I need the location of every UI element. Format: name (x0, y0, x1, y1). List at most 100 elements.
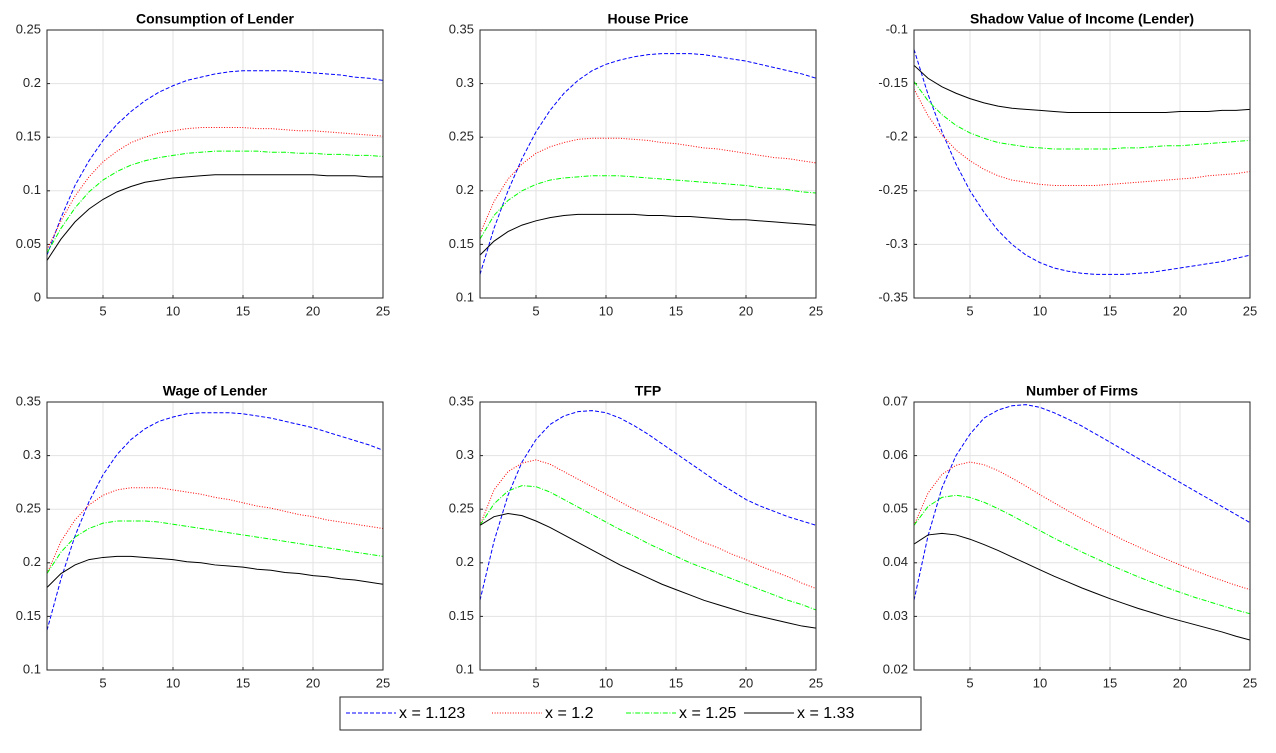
y-tick-label: -0.1 (886, 21, 908, 36)
axes-box (479, 29, 817, 299)
series-line (47, 174, 383, 261)
y-tick-label: 0.3 (456, 447, 474, 462)
title: Number of Firms (1026, 383, 1138, 399)
series-line (914, 404, 1250, 601)
y-tick-label: 0.05 (16, 236, 41, 251)
x-tick-label: 10 (599, 675, 613, 690)
series-line (914, 65, 1250, 114)
x-tick-label: 25 (1243, 303, 1257, 318)
y-tick-label: 0.35 (449, 393, 474, 408)
y-tick-label: -0.15 (878, 75, 908, 90)
y-tick-label: 0.15 (16, 129, 41, 144)
series-line (47, 150, 383, 254)
title: Shadow Value of Income (Lender) (970, 11, 1194, 27)
y-tick-label: 0.2 (23, 75, 41, 90)
subplot: 0 0.05 0.1 0.15 0.2 0.25 5 10 15 20 25 Consumption … (16, 11, 391, 319)
x-tick-label: 10 (1033, 675, 1047, 690)
x-tick-label: 15 (236, 303, 250, 318)
y-tick-label: 0.25 (449, 501, 474, 516)
y-tick-label: 0.3 (456, 75, 474, 90)
x-tick-label: 5 (966, 675, 973, 690)
series-line (480, 175, 816, 240)
y-tick-label: 0.25 (16, 501, 41, 516)
series-line (914, 461, 1250, 591)
x-tick-label: 15 (1103, 303, 1117, 318)
y-tick-label: 0.35 (16, 393, 41, 408)
series-line (47, 520, 383, 574)
series-line (480, 213, 816, 256)
y-tick-label: 0.25 (16, 21, 41, 36)
plot-area (47, 402, 383, 670)
axes-box (913, 401, 1251, 671)
y-tick-label: 0.2 (456, 182, 474, 197)
title: Consumption of Lender (136, 11, 294, 27)
y-tick-label: -0.25 (878, 182, 908, 197)
legend-label: x = 1.25 (679, 705, 736, 722)
x-tick-label: 5 (99, 675, 106, 690)
x-tick-label: 25 (376, 303, 390, 318)
plot-area (480, 402, 816, 670)
x-tick-label: 20 (1173, 303, 1187, 318)
subplot: 0.02 0.03 0.04 0.05 0.06 0.07 5 10 15 20 25 Number … (883, 383, 1258, 691)
legend-label: x = 1.2 (545, 705, 594, 722)
legend-label: x = 1.33 (797, 705, 854, 722)
x-tick-label: 5 (99, 303, 106, 318)
y-tick-label: 0.35 (449, 21, 474, 36)
x-tick-label: 5 (532, 675, 539, 690)
y-tick-label: 0.25 (449, 129, 474, 144)
y-tick-label: 0.05 (883, 501, 908, 516)
y-tick-label: 0 (34, 289, 41, 304)
y-tick-label: -0.35 (878, 289, 908, 304)
title: Wage of Lender (163, 383, 268, 399)
series-line (480, 485, 816, 611)
x-tick-label: 25 (376, 675, 390, 690)
x-tick-label: 10 (1033, 303, 1047, 318)
x-tick-label: 10 (166, 675, 180, 690)
x-tick-label: 20 (306, 675, 320, 690)
plot-area (47, 30, 383, 298)
y-tick-label: 0.15 (449, 236, 474, 251)
x-tick-label: 20 (739, 303, 753, 318)
y-tick-label: 0.2 (456, 554, 474, 569)
x-tick-label: 25 (1243, 675, 1257, 690)
x-tick-label: 5 (966, 303, 973, 318)
series-line (47, 127, 383, 250)
y-tick-label: 0.07 (883, 393, 908, 408)
series-line (480, 410, 816, 601)
subplot: 0.1 0.15 0.2 0.25 0.3 0.35 5 10 15 20 25 TFP (449, 383, 824, 691)
x-tick-label: 15 (669, 675, 683, 690)
x-tick-label: 10 (599, 303, 613, 318)
y-tick-label: 0.06 (883, 447, 908, 462)
plot-area (914, 30, 1250, 298)
x-tick-label: 15 (669, 303, 683, 318)
subplot: 0.1 0.15 0.2 0.25 0.3 0.35 5 10 15 20 25 Wage of Le… (16, 383, 391, 691)
axes-box (479, 401, 817, 671)
y-tick-label: 0.1 (23, 182, 41, 197)
series-line (47, 70, 383, 256)
series-line (480, 459, 816, 589)
subplot: 0.1 0.15 0.2 0.25 0.3 0.35 5 10 15 20 25 House Pric… (449, 11, 824, 319)
plot-area (914, 402, 1250, 670)
title: House Price (608, 11, 689, 27)
series-line (914, 81, 1250, 150)
y-tick-label: 0.15 (449, 608, 474, 623)
y-tick-label: 0.04 (883, 554, 908, 569)
y-tick-label: 0.1 (23, 661, 41, 676)
x-tick-label: 15 (1103, 675, 1117, 690)
y-tick-label: 0.2 (23, 554, 41, 569)
axes-box (46, 401, 384, 671)
series-line (480, 53, 816, 275)
title: TFP (635, 383, 661, 399)
x-tick-label: 25 (809, 303, 823, 318)
series-line (914, 49, 1250, 275)
y-tick-label: -0.3 (886, 236, 908, 251)
y-tick-label: 0.03 (883, 608, 908, 623)
x-tick-label: 15 (236, 675, 250, 690)
axes-box (46, 29, 384, 299)
legend-label: x = 1.123 (399, 705, 465, 722)
series-line (480, 512, 816, 629)
subplot: -0.35-0.3-0.25-0.2-0.15-0.15 10 15 20 25Shad… (878, 11, 1257, 319)
series-line (47, 555, 383, 588)
series-line (914, 494, 1250, 615)
